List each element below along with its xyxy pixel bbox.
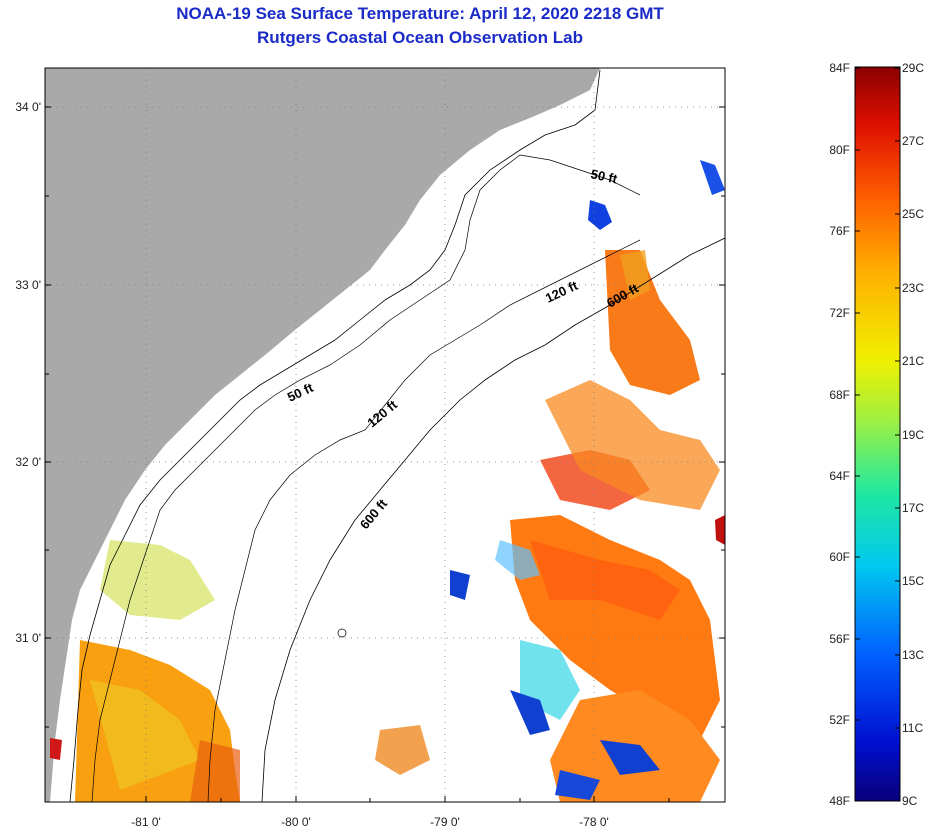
contour-120ft [207, 239, 641, 802]
contour-label-120ft-b: 120 ft [364, 397, 400, 431]
lat-label-31: 31 0' [15, 631, 41, 645]
cbar-c-21: 21C [902, 354, 924, 368]
lat-label-33: 33 0' [15, 278, 41, 292]
contour-600ft [261, 237, 725, 802]
plot-frame [44, 67, 726, 803]
cbar-f-72: 72F [829, 306, 850, 320]
cbar-c-27: 27C [902, 134, 924, 148]
land-mass [45, 68, 600, 802]
map-title: NOAA-19 Sea Surface Temperature: April 1… [176, 4, 664, 23]
cbar-f-52: 52F [829, 713, 850, 727]
cbar-c-15: 15C [902, 574, 924, 588]
cbar-f-60: 60F [829, 550, 850, 564]
cbar-c-25: 25C [902, 207, 924, 221]
lon-label-78: -78 0' [579, 815, 609, 829]
contour-label-50ft-b: 50 ft [285, 380, 316, 405]
cbar-c-17: 17C [902, 501, 924, 515]
cbar-f-76: 76F [829, 224, 850, 238]
map-subtitle: Rutgers Coastal Ocean Observation Lab [257, 28, 583, 47]
graticule [45, 68, 725, 802]
cbar-f-68: 68F [829, 388, 850, 402]
cbar-f-64: 64F [829, 469, 850, 483]
lon-label-79: -79 0' [430, 815, 460, 829]
cbar-c-9: 9C [902, 794, 918, 808]
contour-50ft [91, 154, 641, 802]
cbar-c-19: 19C [902, 428, 924, 442]
colorbar [854, 66, 901, 802]
cbar-f-56: 56F [829, 632, 850, 646]
cbar-f-80: 80F [829, 143, 850, 157]
sst-patches [50, 160, 725, 802]
cbar-c-11: 11C [902, 721, 923, 735]
cbar-c-29: 29C [902, 61, 924, 75]
contour-label-120ft-a: 120 ft [543, 277, 581, 305]
lon-label-80: -80 0' [281, 815, 311, 829]
cbar-c-23: 23C [902, 281, 924, 295]
contour-label-600ft-b: 600 ft [357, 496, 391, 532]
cbar-c-13: 13C [902, 648, 924, 662]
lat-label-32: 32 0' [15, 455, 41, 469]
lat-label-34: 34 0' [15, 100, 41, 114]
cbar-f-84: 84F [829, 61, 850, 75]
lon-label-81: -81 0' [131, 815, 161, 829]
coastline [69, 69, 601, 802]
contour-label-50ft-a: 50 ft [589, 166, 619, 186]
cbar-f-48: 48F [829, 794, 850, 808]
